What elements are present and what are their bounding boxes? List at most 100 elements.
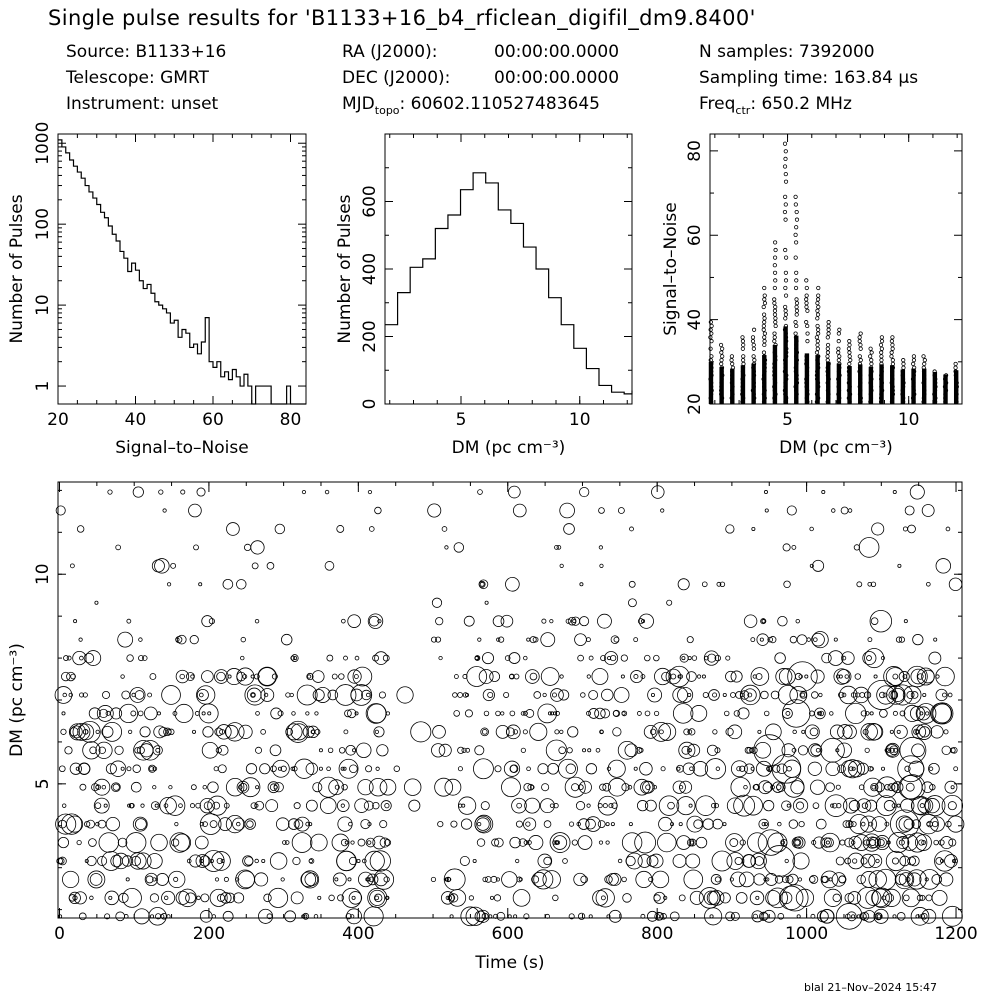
dm-vs-time-point — [314, 728, 321, 735]
snr-vs-dm-point — [869, 377, 874, 382]
dm-vs-time-point — [379, 778, 397, 796]
snr-vs-dm-point — [879, 354, 884, 359]
dm-vs-time-point — [145, 875, 154, 884]
dm-vs-time-point — [479, 581, 485, 587]
dm-vs-time-point — [639, 762, 653, 776]
dm-vs-time-point — [242, 674, 248, 679]
dm-vs-time-point — [643, 724, 658, 739]
dm-vs-time-point — [202, 821, 208, 827]
snr-vs-dm-point — [953, 361, 958, 367]
snr-vs-dm-point — [890, 392, 896, 397]
dm-vs-time-point — [287, 720, 310, 743]
snr-vs-dm-point — [772, 388, 777, 393]
dm-vs-time-point — [856, 798, 872, 813]
dm-vs-time-point — [277, 710, 284, 717]
dm-vs-time-point — [757, 729, 762, 734]
snr-vs-dm-point — [762, 331, 768, 336]
dm-vs-time-point — [681, 656, 686, 661]
snr-vs-dm-point — [815, 308, 820, 313]
dm-vs-time-point — [586, 803, 591, 808]
dm-vs-time-point — [587, 748, 592, 753]
dm-vs-time-point — [792, 852, 810, 870]
snr-vs-dm-point — [815, 312, 821, 317]
dm-vs-time-point — [915, 834, 932, 851]
dm-vs-time-point — [676, 766, 681, 771]
snr-vs-dm-point — [911, 380, 916, 386]
dm-vs-time-point — [746, 747, 753, 754]
dm-vs-time-point — [774, 652, 786, 664]
snr-vs-dm-point — [805, 308, 810, 313]
snr-vs-dm-point — [847, 373, 852, 378]
dm-vs-time-point — [351, 895, 356, 900]
dm-vs-time-point — [633, 766, 638, 771]
dm-vs-time-point — [919, 803, 925, 809]
dm-vs-time-point — [702, 818, 714, 830]
snr-vs-dm-point — [816, 354, 821, 359]
dm-vs-time-point — [636, 711, 642, 716]
dm-vs-time-point — [356, 858, 361, 863]
snr-vs-dm-point — [804, 301, 809, 306]
dm-vs-time-point — [573, 872, 587, 887]
dm-vs-time-point — [350, 840, 355, 845]
dm-vs-time-point — [430, 876, 437, 883]
dm-vs-time-point — [833, 637, 838, 642]
dm-vs-time-point — [772, 764, 781, 773]
dm-vs-time-point — [836, 669, 852, 684]
snr-vs-dm-point — [762, 380, 767, 386]
dm-vs-time-point — [577, 784, 584, 791]
dm-vs-time-point — [832, 893, 841, 903]
dm-vs-time-point — [78, 637, 83, 642]
dm-vs-time-point — [787, 661, 818, 692]
dm-vs-time-point — [93, 797, 110, 814]
dm-vs-time-point — [493, 913, 499, 919]
dm-vs-time-point — [89, 873, 103, 886]
dm-vs-time-point — [129, 687, 146, 703]
snr-vs-dm-point — [837, 354, 842, 359]
dm-vs-time-point — [508, 652, 521, 664]
dm-vs-time-point — [340, 803, 345, 808]
dm-vs-time-point — [528, 835, 544, 851]
snr-vs-dm-point — [719, 399, 724, 404]
dm-vs-time-point — [820, 738, 845, 763]
dm-vs-time-point — [776, 763, 788, 775]
dm-vs-time-point — [533, 691, 542, 699]
time-x-tick-label: 0 — [54, 924, 65, 944]
dm-vs-time-point — [678, 822, 683, 827]
dm-vs-time-point — [595, 888, 615, 908]
dm-vs-time-point — [362, 858, 367, 864]
snr-vs-dm-point — [900, 388, 905, 393]
snr-hist-x-tick-label: 20 — [47, 410, 69, 430]
dm-vs-time-point — [808, 743, 823, 758]
dm-vs-time-point — [448, 894, 456, 902]
dm-vs-time-point — [293, 802, 301, 810]
dm-vs-time-point — [852, 686, 870, 704]
snr-vs-dm-point — [815, 316, 820, 321]
snr-vs-dm-point — [858, 373, 863, 378]
dm-vs-time-point — [468, 895, 474, 901]
dm-vs-time-point — [777, 913, 785, 920]
page-title: Single pulse results for 'B1133+16_b4_rf… — [48, 6, 756, 30]
dm-vs-time-point — [219, 892, 232, 904]
dm-vs-time-point — [633, 637, 639, 643]
dm-vs-time-point — [794, 672, 803, 681]
dm-vs-time-point — [473, 758, 494, 780]
dm-vs-time-point — [825, 782, 835, 792]
dm-vs-time-point — [645, 784, 651, 790]
dm-vs-time-point — [869, 839, 876, 846]
dm-vs-time-point — [758, 780, 772, 795]
snr-vs-dm-point — [912, 365, 917, 370]
dm-vs-time-point — [529, 784, 535, 790]
snr-hist-xlabel: Signal–to–Noise — [115, 438, 248, 458]
dm-vs-time-point — [835, 903, 863, 930]
dm-vs-time-point — [786, 766, 792, 772]
dm-vs-time-point — [733, 710, 741, 717]
dm-vs-time-point — [564, 776, 586, 798]
dm-vs-time-point — [79, 783, 87, 791]
dm-vs-time-point — [892, 673, 899, 680]
dm-vs-time-point — [393, 765, 400, 772]
dm-vs-time-point — [151, 559, 165, 573]
dm-vs-time-point — [861, 802, 869, 809]
dm-vs-time-point — [725, 833, 744, 852]
dm-vs-time-point — [585, 816, 601, 832]
dm-vs-time-point — [447, 895, 453, 901]
